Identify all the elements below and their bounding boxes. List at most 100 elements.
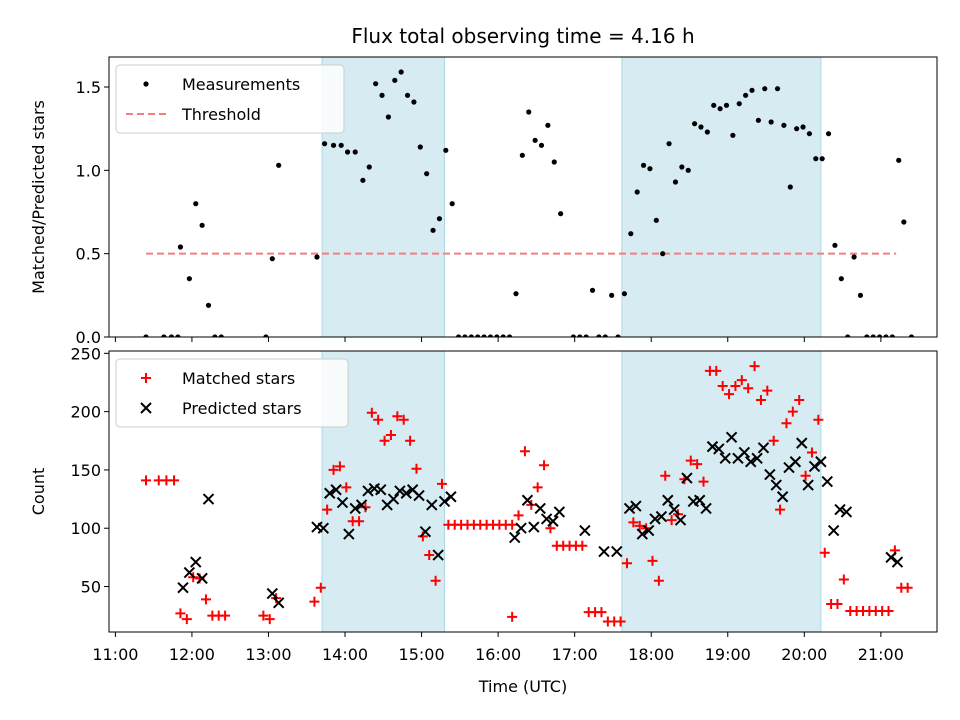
measurement-point <box>385 114 392 120</box>
matched-star-point <box>660 470 671 481</box>
predicted-star-point <box>432 549 444 561</box>
measurement-point <box>462 334 468 337</box>
matched-star-point <box>220 610 231 621</box>
matched-star-point <box>698 476 709 487</box>
predicted-star-point <box>400 487 412 499</box>
plot-frame <box>108 56 938 338</box>
matched-star-point <box>392 411 403 422</box>
predicted-star-point <box>649 513 661 525</box>
predicted-star-point <box>636 528 648 540</box>
matched-star-point <box>666 515 677 526</box>
legend-label: Measurements <box>182 75 300 94</box>
y-axis-label: Count <box>29 468 48 516</box>
matched-star-point <box>315 582 326 593</box>
predicted-star-point <box>770 479 782 491</box>
measurement-point <box>609 292 615 298</box>
legend-marker-measurements <box>143 81 149 87</box>
matched-star-point <box>513 510 524 521</box>
measurement-point <box>330 142 337 148</box>
measurement-point <box>199 222 205 228</box>
predicted-star-point <box>540 513 553 525</box>
measurement-point <box>762 86 768 92</box>
x-tick-label: 21:00 <box>858 645 904 664</box>
matched-star-point <box>692 459 703 470</box>
predicted-star-point <box>355 499 368 511</box>
x-tick-label: 18:00 <box>628 645 674 664</box>
measurement-point <box>436 216 443 222</box>
measurement-point <box>344 149 351 155</box>
x-tick-label: 19:00 <box>705 645 751 664</box>
predicted-star-point <box>445 491 457 503</box>
measurement-point <box>519 152 525 158</box>
measurement-point <box>263 334 269 337</box>
predicted-star-point <box>515 522 527 534</box>
matched-star-point <box>819 547 830 558</box>
predicted-star-point <box>266 587 279 600</box>
y-tick-label: 0.5 <box>76 245 101 264</box>
measurement-point <box>640 162 647 168</box>
predicted-star-point <box>598 545 610 558</box>
measurement-point <box>526 109 532 115</box>
matched-star-point <box>800 470 811 481</box>
matched-star-point <box>405 435 416 446</box>
y-tick-label: 250 <box>70 344 101 363</box>
measurement-point <box>352 149 358 155</box>
measurement-point <box>870 334 876 337</box>
y-axis-label: Matched/Predicted stars <box>29 100 48 294</box>
y-tick-label: 1.0 <box>76 161 101 180</box>
measurement-point <box>360 177 366 183</box>
measurement-point <box>768 119 774 125</box>
predicted-star-point <box>796 437 808 449</box>
predicted-star-point <box>362 485 374 497</box>
predicted-star-point <box>272 597 285 609</box>
measurement-point <box>730 132 736 138</box>
measurement-point <box>398 69 404 75</box>
measurement-point <box>781 122 787 128</box>
panel-2: 50 100 150 200 250 11:00 12:00 13:00 14:00 15:00 1… <box>29 344 938 696</box>
measurement-point <box>901 219 907 225</box>
matched-star-point <box>175 608 186 619</box>
data-marks <box>143 69 915 337</box>
measurement-point <box>774 86 781 92</box>
legend-label: Predicted stars <box>182 399 302 418</box>
measurement-point <box>679 164 685 170</box>
measurement-point <box>800 124 806 130</box>
plot-frame <box>108 350 938 633</box>
measurement-point <box>449 201 455 207</box>
measurement-point <box>513 291 519 297</box>
measurement-point <box>621 291 628 297</box>
measurement-point <box>602 334 608 337</box>
measurement-point <box>481 334 487 337</box>
matched-star-point <box>755 394 766 405</box>
predicted-star-point <box>802 479 814 491</box>
predicted-star-point <box>553 506 566 518</box>
measurement-point <box>143 334 149 337</box>
predicted-star-point <box>776 491 789 503</box>
matched-star-point <box>354 516 365 527</box>
predicted-star-point <box>534 502 546 515</box>
predicted-star-point <box>700 502 712 515</box>
measurement-point <box>615 334 621 337</box>
matched-star-point <box>398 414 409 425</box>
measurement-point <box>424 171 430 177</box>
predicted-star-point <box>336 496 349 509</box>
x-tick-label: 14:00 <box>322 645 368 664</box>
measurement-point <box>589 287 596 293</box>
predicted-star-point <box>738 446 751 459</box>
predicted-star-point <box>706 440 719 453</box>
matched-star-point <box>596 607 607 618</box>
measurement-point <box>366 164 372 170</box>
predicted-star-point <box>394 485 406 497</box>
measurement-point <box>723 102 730 108</box>
matched-star-point <box>366 407 377 418</box>
matched-star-point <box>736 375 747 386</box>
measurement-point <box>743 92 749 98</box>
predicted-star-point <box>375 484 387 496</box>
matched-star-point <box>787 406 798 417</box>
measurement-point <box>205 302 212 308</box>
x-tick-label: 13:00 <box>245 645 291 664</box>
matched-star-point <box>781 418 792 429</box>
measurement-point <box>832 242 838 248</box>
predicted-star-point <box>413 489 425 502</box>
x-tick-label: 16:00 <box>475 645 521 664</box>
